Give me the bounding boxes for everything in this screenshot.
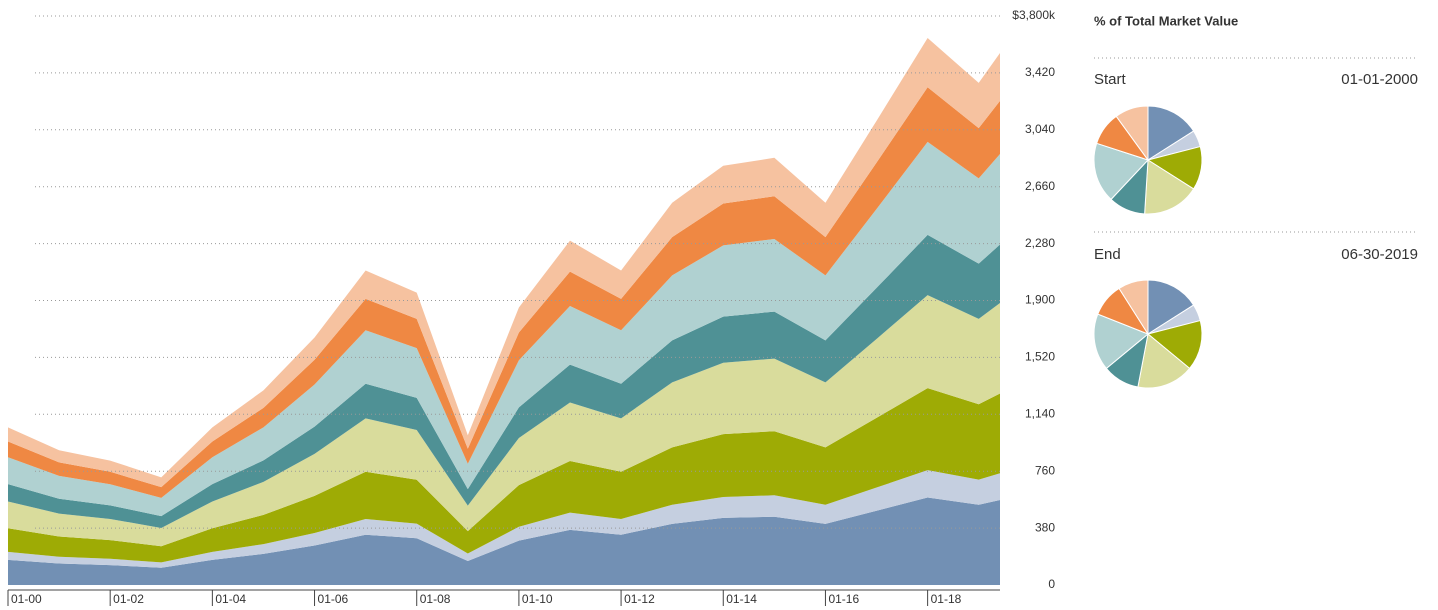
pie-slice (1147, 105, 1195, 161)
x-tick-label: 01-02 (113, 592, 144, 606)
area (8, 141, 1000, 517)
pie-slice (1137, 333, 1191, 389)
pie-date: 06-30-2019 (1341, 246, 1418, 263)
pie-slice (1146, 319, 1203, 370)
x-tick-label: 01-10 (522, 592, 553, 606)
pie-slice (1147, 279, 1195, 335)
y-tick-label: 2,280 (1025, 236, 1055, 250)
area (8, 388, 1000, 563)
area (8, 497, 1000, 585)
pie-slice (1093, 142, 1149, 201)
x-tick-label: 01-18 (931, 592, 962, 606)
area (8, 295, 1000, 547)
area (8, 234, 1000, 528)
y-tick-label: 0 (1048, 577, 1055, 591)
y-tick-label: 380 (1035, 520, 1055, 534)
x-tick-label: 01-12 (624, 592, 655, 606)
plot (8, 38, 1000, 585)
y-tick-label: 760 (1035, 463, 1055, 477)
area (8, 470, 1000, 568)
area (8, 87, 1000, 498)
panel-title: % of Total Market Value (1094, 13, 1238, 28)
x-tick-label: 01-16 (828, 592, 859, 606)
pie-slice (1118, 279, 1149, 336)
x-tick-label: 01-00 (11, 592, 42, 606)
area (8, 38, 1000, 488)
pie-slice (1144, 159, 1195, 215)
x-tick-label: 01-14 (726, 592, 757, 606)
pie-title: End (1094, 246, 1121, 263)
y-tick-label: 3,040 (1025, 122, 1055, 136)
x-tick-label: 01-04 (215, 592, 246, 606)
x-tick-label: 01-08 (420, 592, 451, 606)
pie-slice (1115, 105, 1149, 162)
y-tick-label: 1,520 (1025, 350, 1055, 364)
y-tick-label: 2,660 (1025, 179, 1055, 193)
y-tick-label: 1,140 (1025, 406, 1055, 420)
pie-slice (1093, 313, 1149, 370)
x-tick-label: 01-06 (318, 592, 349, 606)
pie-title: Start (1094, 71, 1127, 88)
y-tick-label: 3,420 (1025, 65, 1055, 79)
y-tick-label: $3,800k (1012, 8, 1056, 22)
pie-date: 01-01-2000 (1341, 71, 1418, 88)
y-tick-label: 1,900 (1025, 293, 1055, 307)
